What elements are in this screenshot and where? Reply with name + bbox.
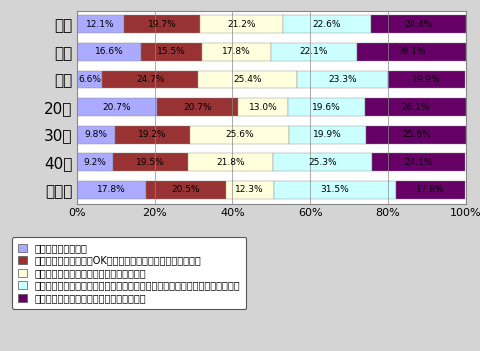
Text: 25.6%: 25.6% bbox=[225, 130, 253, 139]
Text: 23.3%: 23.3% bbox=[328, 75, 357, 84]
Text: 6.6%: 6.6% bbox=[78, 75, 101, 84]
Text: 19.2%: 19.2% bbox=[138, 130, 167, 139]
Bar bbox=[77, 98, 157, 116]
Text: 15.5%: 15.5% bbox=[157, 47, 186, 57]
Text: 17.8%: 17.8% bbox=[416, 185, 445, 194]
Bar bbox=[146, 181, 226, 199]
Bar bbox=[396, 181, 465, 199]
Bar bbox=[288, 98, 364, 116]
Bar bbox=[238, 98, 288, 116]
Bar bbox=[77, 66, 466, 93]
Text: 25.6%: 25.6% bbox=[402, 130, 431, 139]
Text: 24.4%: 24.4% bbox=[404, 20, 432, 29]
Bar bbox=[157, 98, 238, 116]
Bar bbox=[77, 11, 466, 38]
Text: 25.4%: 25.4% bbox=[234, 75, 262, 84]
Bar bbox=[77, 181, 146, 199]
Bar bbox=[199, 71, 297, 88]
Bar bbox=[77, 148, 466, 176]
Bar bbox=[102, 71, 199, 88]
Bar bbox=[188, 153, 273, 171]
Text: 20.7%: 20.7% bbox=[103, 102, 132, 112]
Bar bbox=[371, 15, 466, 33]
Text: 12.3%: 12.3% bbox=[235, 185, 264, 194]
Text: 9.8%: 9.8% bbox=[84, 130, 108, 139]
Bar bbox=[113, 153, 188, 171]
Bar bbox=[77, 176, 466, 204]
Bar bbox=[297, 71, 388, 88]
Bar bbox=[202, 43, 271, 61]
Text: 16.6%: 16.6% bbox=[95, 47, 123, 57]
Bar bbox=[77, 93, 466, 121]
Bar bbox=[77, 121, 466, 148]
Legend: フィルタ設定は不要, 親が確認したサイトはOK（管理者のホワイトリスト登録型）, 公式メニュー以外禁止（勝手サイト禁止）, 悪質・違法、出会いなどの接続禁止（企: フィルタ設定は不要, 親が確認したサイトはOK（管理者のホワイトリスト登録型）,… bbox=[12, 237, 246, 309]
Text: 22.6%: 22.6% bbox=[312, 20, 341, 29]
Bar bbox=[77, 153, 113, 171]
Text: 22.1%: 22.1% bbox=[300, 47, 328, 57]
Text: 19.9%: 19.9% bbox=[313, 130, 342, 139]
Text: 19.9%: 19.9% bbox=[412, 75, 441, 84]
Text: 20.5%: 20.5% bbox=[171, 185, 200, 194]
Bar bbox=[77, 43, 141, 61]
Bar bbox=[357, 43, 466, 61]
Bar bbox=[289, 126, 366, 144]
Text: 21.8%: 21.8% bbox=[216, 158, 245, 167]
Text: 19.5%: 19.5% bbox=[136, 158, 165, 167]
Text: 24.1%: 24.1% bbox=[404, 158, 432, 167]
Bar bbox=[190, 126, 289, 144]
Text: 24.7%: 24.7% bbox=[136, 75, 165, 84]
Bar bbox=[273, 153, 372, 171]
Bar bbox=[77, 71, 102, 88]
Bar bbox=[141, 43, 202, 61]
Bar bbox=[366, 126, 466, 144]
Text: 20.7%: 20.7% bbox=[183, 102, 212, 112]
Bar bbox=[77, 38, 466, 66]
Bar bbox=[274, 181, 396, 199]
Bar bbox=[364, 98, 466, 116]
Bar bbox=[77, 126, 115, 144]
Bar bbox=[115, 126, 190, 144]
Bar bbox=[388, 71, 465, 88]
Text: 19.6%: 19.6% bbox=[312, 102, 341, 112]
Text: 26.1%: 26.1% bbox=[401, 102, 430, 112]
Text: 12.1%: 12.1% bbox=[86, 20, 115, 29]
Text: 13.0%: 13.0% bbox=[249, 102, 277, 112]
Text: 31.5%: 31.5% bbox=[320, 185, 349, 194]
Bar bbox=[77, 15, 124, 33]
Text: 17.8%: 17.8% bbox=[222, 47, 251, 57]
Text: 19.7%: 19.7% bbox=[148, 20, 177, 29]
Text: 9.2%: 9.2% bbox=[83, 158, 106, 167]
Bar bbox=[226, 181, 274, 199]
Text: 25.3%: 25.3% bbox=[308, 158, 336, 167]
Bar bbox=[271, 43, 357, 61]
Text: 17.8%: 17.8% bbox=[97, 185, 126, 194]
Bar bbox=[124, 15, 201, 33]
Bar bbox=[372, 153, 465, 171]
Bar bbox=[283, 15, 371, 33]
Text: 28.1%: 28.1% bbox=[397, 47, 426, 57]
Bar bbox=[201, 15, 283, 33]
Text: 21.2%: 21.2% bbox=[228, 20, 256, 29]
